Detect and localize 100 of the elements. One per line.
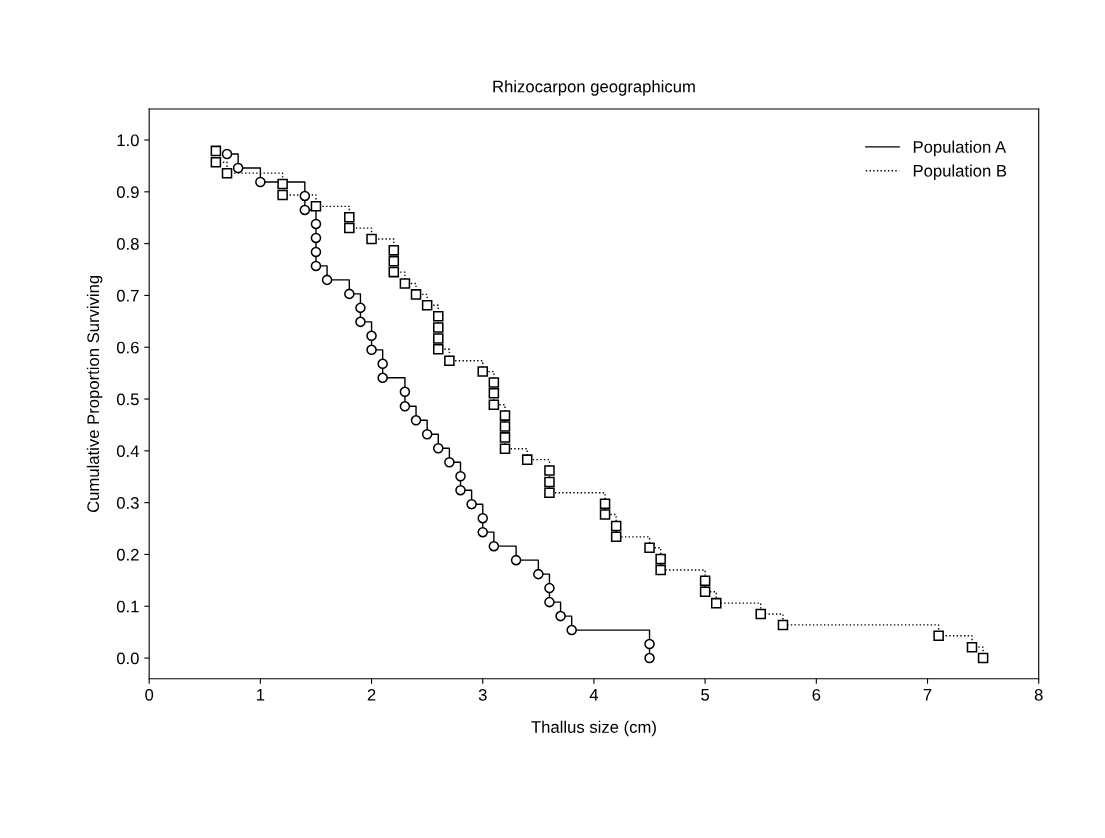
chart-title: Rhizocarpon geographicum bbox=[493, 80, 695, 96]
point bbox=[444, 355, 455, 366]
point bbox=[644, 638, 655, 650]
y-tick-label: 0.3 bbox=[116, 497, 139, 509]
point bbox=[455, 484, 466, 496]
point bbox=[432, 322, 444, 333]
y-tick-label: 1.0 bbox=[117, 134, 139, 147]
x-tick-label: 8 bbox=[1034, 688, 1043, 701]
point bbox=[488, 377, 500, 388]
point bbox=[310, 218, 322, 230]
point bbox=[499, 432, 511, 443]
point bbox=[610, 520, 622, 532]
point bbox=[210, 145, 222, 157]
point bbox=[255, 176, 266, 188]
point bbox=[344, 211, 355, 223]
point bbox=[499, 410, 511, 421]
point bbox=[544, 596, 555, 608]
point bbox=[477, 512, 489, 524]
point bbox=[544, 582, 555, 594]
x-tick-label: 6 bbox=[812, 688, 821, 701]
point bbox=[299, 190, 311, 202]
y-tick-label: 0.9 bbox=[116, 186, 139, 199]
point bbox=[644, 542, 655, 553]
x-tick-label: 3 bbox=[478, 688, 487, 701]
point bbox=[488, 540, 500, 552]
point bbox=[366, 233, 377, 245]
point bbox=[355, 302, 366, 314]
point bbox=[566, 624, 577, 636]
point bbox=[366, 330, 377, 342]
point bbox=[544, 465, 555, 476]
point bbox=[432, 310, 444, 322]
point bbox=[210, 157, 222, 168]
point bbox=[544, 476, 555, 488]
x-tick-label: 1 bbox=[257, 689, 265, 701]
point bbox=[599, 509, 611, 520]
point bbox=[655, 564, 666, 576]
point bbox=[499, 421, 511, 432]
point bbox=[432, 333, 444, 344]
point bbox=[388, 255, 400, 267]
point bbox=[555, 610, 566, 622]
point bbox=[310, 260, 322, 272]
point bbox=[421, 428, 433, 440]
point bbox=[533, 568, 544, 580]
y-tick-label: 0.1 bbox=[116, 600, 139, 613]
point bbox=[655, 553, 666, 565]
point bbox=[455, 470, 466, 482]
point bbox=[399, 401, 411, 412]
point bbox=[344, 288, 355, 300]
point bbox=[777, 619, 789, 631]
point bbox=[310, 246, 322, 258]
point bbox=[366, 344, 377, 356]
point bbox=[299, 204, 311, 216]
x-tick-label: 4 bbox=[589, 689, 599, 701]
point bbox=[377, 358, 388, 370]
point bbox=[510, 554, 522, 566]
x-axis-title: Thallus size (cm) bbox=[531, 720, 656, 737]
point bbox=[221, 148, 233, 160]
point bbox=[410, 415, 422, 426]
point bbox=[277, 178, 288, 190]
legend-label: Population B bbox=[913, 164, 1007, 181]
point bbox=[232, 162, 244, 174]
point bbox=[399, 278, 411, 289]
y-axis-title: Cumulative Proportion Surviving bbox=[86, 275, 103, 513]
point bbox=[710, 597, 722, 609]
point bbox=[466, 498, 477, 510]
x-tick-label: 2 bbox=[367, 688, 376, 701]
point bbox=[755, 608, 767, 620]
point bbox=[321, 274, 333, 286]
point bbox=[488, 388, 500, 399]
point bbox=[410, 289, 422, 300]
y-tick-label: 0.2 bbox=[116, 548, 139, 561]
point bbox=[444, 456, 455, 468]
point bbox=[344, 222, 355, 234]
legend-label: Population A bbox=[913, 140, 1007, 157]
point bbox=[421, 299, 433, 311]
point bbox=[221, 167, 233, 179]
point bbox=[477, 526, 489, 538]
point bbox=[610, 531, 622, 543]
point bbox=[355, 316, 366, 328]
point bbox=[310, 201, 322, 212]
point bbox=[933, 630, 944, 642]
y-tick-label: 0.6 bbox=[116, 341, 139, 354]
point bbox=[521, 454, 533, 465]
point bbox=[544, 487, 555, 499]
point bbox=[399, 386, 411, 398]
point bbox=[477, 366, 489, 377]
point bbox=[388, 245, 400, 256]
point bbox=[388, 266, 400, 278]
y-tick-label: 0.4 bbox=[116, 445, 139, 458]
point bbox=[977, 652, 989, 664]
point bbox=[699, 575, 711, 587]
point bbox=[966, 641, 978, 653]
point bbox=[644, 652, 655, 664]
point bbox=[310, 232, 322, 244]
point bbox=[499, 443, 511, 455]
point bbox=[432, 442, 444, 454]
y-tick-label: 0.0 bbox=[116, 652, 139, 665]
x-tick-label: 0 bbox=[145, 688, 154, 701]
point bbox=[277, 189, 288, 201]
point bbox=[599, 498, 611, 509]
